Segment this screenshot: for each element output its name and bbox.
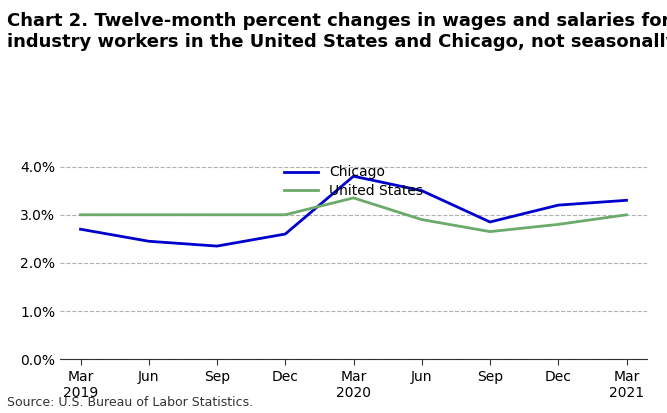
United States <box>622 212 630 217</box>
Line: United States: United States <box>81 198 626 232</box>
United States <box>486 229 494 234</box>
United States <box>350 195 358 200</box>
Chicago <box>213 244 221 249</box>
Chicago <box>77 227 85 232</box>
Line: Chicago: Chicago <box>81 176 626 246</box>
Chicago <box>145 239 153 244</box>
Chicago <box>554 203 562 208</box>
United States <box>145 212 153 217</box>
Chicago <box>281 232 289 237</box>
United States <box>418 217 426 222</box>
Legend: Chicago, United States: Chicago, United States <box>278 160 429 203</box>
Text: Source: U.S. Bureau of Labor Statistics.: Source: U.S. Bureau of Labor Statistics. <box>7 396 253 409</box>
United States <box>213 212 221 217</box>
Chicago <box>418 188 426 193</box>
Chicago <box>486 220 494 225</box>
United States <box>554 222 562 227</box>
Chicago <box>350 174 358 179</box>
United States <box>281 212 289 217</box>
United States <box>77 212 85 217</box>
Chicago <box>622 198 630 203</box>
Text: Chart 2. Twelve-month percent changes in wages and salaries for private
industry: Chart 2. Twelve-month percent changes in… <box>7 12 667 51</box>
